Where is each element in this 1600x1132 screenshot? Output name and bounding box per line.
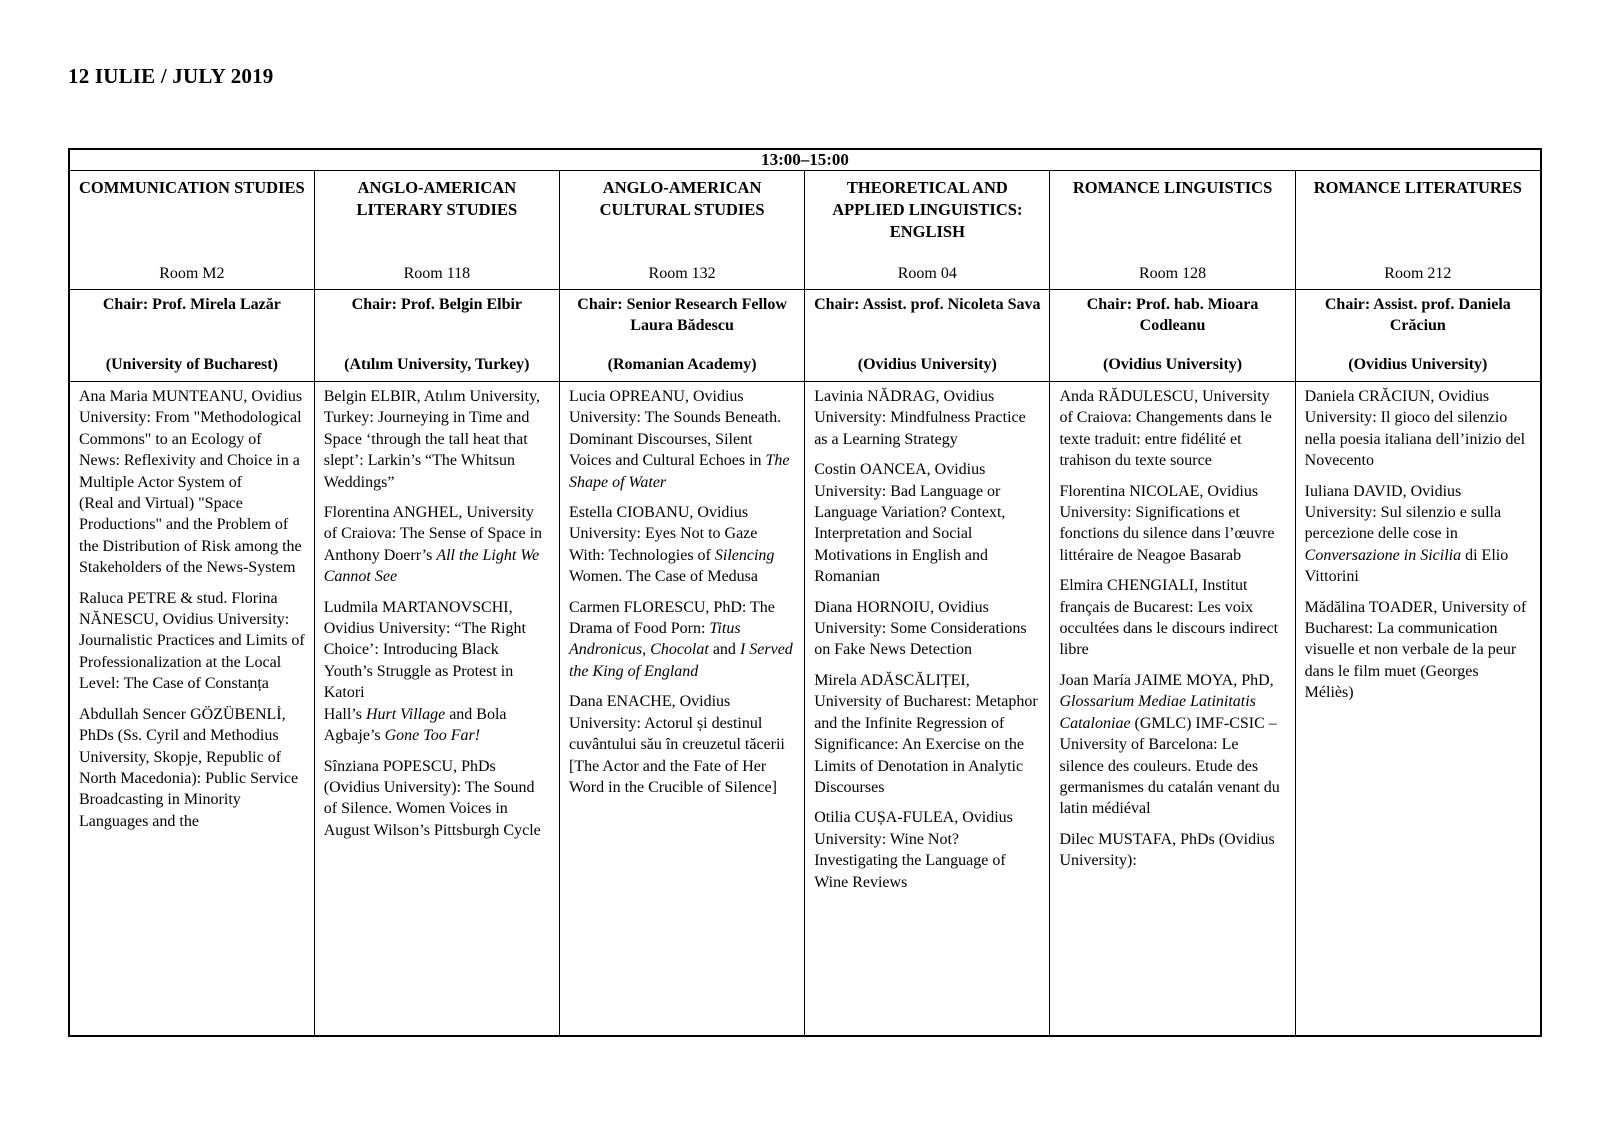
paper-entry: Otilia CUȘA-FULEA, Ovidius University: W… xyxy=(814,809,1017,891)
paper-entry: Belgin ELBIR, Atılım University, Turkey:… xyxy=(323,388,544,491)
schedule-table: 13:00–15:00 COMMUNICATION STUDIES Room M… xyxy=(68,148,1542,1037)
chair-name: Chair: Senior Research Fellow Laura Băde… xyxy=(577,296,787,334)
session-title: ROMANCE LITERATURES xyxy=(1313,178,1522,197)
chair-name: Chair: Prof. Mirela Lazăr xyxy=(102,296,281,313)
paper-entry: Raluca PETRE & stud. Florina NĂNESCU, Ov… xyxy=(79,589,309,693)
room-label: Room 132 xyxy=(648,265,716,282)
room-label: Room M2 xyxy=(159,265,225,282)
time-row: 13:00–15:00 xyxy=(68,148,1542,171)
chair-affiliation: (University of Bucharest) xyxy=(105,356,278,374)
session-header-applied-linguistics: THEORETICAL AND APPLIED LINGUISTICS: ENG… xyxy=(804,170,1051,290)
papers-list: Anda RĂDULESCU, University of Craiova: C… xyxy=(1050,382,1294,1035)
paper-entry: Iuliana DAVID, Ovidius University: Sul s… xyxy=(1304,482,1512,586)
chair-affiliation: (Ovidius University) xyxy=(1348,356,1488,374)
chair-cell: Chair: Prof. hab. Mioara Codleanu (Ovidi… xyxy=(1049,289,1296,382)
chair-cell: Chair: Assist. prof. Daniela Crăciun (Ov… xyxy=(1294,289,1542,382)
session-header-communication-studies: COMMUNICATION STUDIES Room M2 xyxy=(68,170,315,290)
paper-entry: Mirela ADĂSCĂLIȚEI, University of Buchar… xyxy=(814,671,1042,796)
paper-entry: Dana ENACHE, Ovidius University: Actorul… xyxy=(568,693,789,796)
paper-entry: Lavinia NĂDRAG, Ovidius University: Mind… xyxy=(814,388,1030,448)
chair-cell: Chair: Senior Research Fellow Laura Băde… xyxy=(558,289,806,382)
paper-entry: Mădălina TOADER, University of Bucharest… xyxy=(1304,598,1531,702)
chair-name: Chair: Assist. prof. Nicoleta Sava xyxy=(814,296,1041,313)
chair-cell: Chair: Prof. Mirela Lazăr (University of… xyxy=(68,289,315,382)
chair-name: Chair: Prof. Belgin Elbir xyxy=(351,296,523,313)
chair-affiliation: (Atılım University, Turkey) xyxy=(344,356,530,374)
paper-entry: Anda RĂDULESCU, University of Craiova: C… xyxy=(1059,388,1276,470)
room-label: Room 118 xyxy=(403,265,471,282)
paper-entry: Ludmila MARTANOVSCHI, Ovidius University… xyxy=(323,598,526,745)
chair-cell: Chair: Prof. Belgin Elbir (Atılım Univer… xyxy=(313,289,560,382)
session-title: THEORETICAL AND APPLIED LINGUISTICS: ENG… xyxy=(832,178,1023,241)
paper-entry: Sînziana POPESCU, PhDs (Ovidius Universi… xyxy=(323,757,541,839)
session-header-anglo-american-literary: ANGLO-AMERICAN LITERARY STUDIES Room 118 xyxy=(313,170,560,290)
room-label: Room 128 xyxy=(1138,265,1207,282)
session-header-row: COMMUNICATION STUDIES Room M2 ANGLO-AMER… xyxy=(68,170,1542,290)
paper-entry: Florentina ANGHEL, University of Craiova… xyxy=(323,504,546,586)
paper-entry: Costin OANCEA, Ovidius University: Bad L… xyxy=(814,461,1010,586)
session-header-romance-literatures: ROMANCE LITERATURES Room 212 xyxy=(1294,170,1542,290)
paper-entry: Diana HORNOIU, Ovidius University: Some … xyxy=(814,598,1031,659)
paper-entry: Dilec MUSTAFA, PhDs (Ovidius University)… xyxy=(1059,830,1279,870)
papers-list: Lucia OPREANU, Ovidius University: The S… xyxy=(560,382,804,1035)
room-label: Room 04 xyxy=(897,265,957,282)
paper-entry: Daniela CRĂCIUN, Ovidius University: Il … xyxy=(1304,388,1530,470)
paper-entry: Joan María JAIME MOYA, PhD, Glossarium M… xyxy=(1059,671,1284,818)
session-title: ANGLO-AMERICAN LITERARY STUDIES xyxy=(356,178,518,219)
chair-name: Chair: Assist. prof. Daniela Crăciun xyxy=(1324,296,1511,334)
chair-affiliation: (Romanian Academy) xyxy=(607,356,757,374)
chair-affiliation: (Ovidius University) xyxy=(1102,356,1243,374)
papers-cell: Belgin ELBIR, Atılım University, Turkey:… xyxy=(313,381,560,1037)
room-label: Room 212 xyxy=(1384,265,1452,282)
chair-row: Chair: Prof. Mirela Lazăr (University of… xyxy=(68,289,1542,382)
time-slot: 13:00–15:00 xyxy=(68,148,1542,171)
papers-cell: Lavinia NĂDRAG, Ovidius University: Mind… xyxy=(804,381,1051,1037)
papers-cell: Ana Maria MUNTEANU, Ovidius University: … xyxy=(68,381,315,1037)
papers-cell: Anda RĂDULESCU, University of Craiova: C… xyxy=(1049,381,1296,1037)
papers-list: Daniela CRĂCIUN, Ovidius University: Il … xyxy=(1296,382,1540,1035)
session-title: ROMANCE LINGUISTICS xyxy=(1072,178,1273,197)
paper-entry: Florentina NICOLAE, Ovidius University: … xyxy=(1059,482,1279,564)
session-title: ANGLO-AMERICAN CULTURAL STUDIES xyxy=(599,178,765,219)
papers-cell: Daniela CRĂCIUN, Ovidius University: Il … xyxy=(1294,381,1542,1037)
session-title: COMMUNICATION STUDIES xyxy=(79,178,305,197)
papers-cell: Lucia OPREANU, Ovidius University: The S… xyxy=(558,381,806,1037)
session-header-anglo-american-cultural: ANGLO-AMERICAN CULTURAL STUDIES Room 132 xyxy=(558,170,806,290)
session-header-romance-linguistics: ROMANCE LINGUISTICS Room 128 xyxy=(1049,170,1296,290)
papers-list: Lavinia NĂDRAG, Ovidius University: Mind… xyxy=(805,382,1049,1035)
chair-name: Chair: Prof. hab. Mioara Codleanu xyxy=(1086,296,1259,334)
page-title: 12 IULIE / JULY 2019 xyxy=(68,64,274,88)
paper-entry: Carmen FLORESCU, PhD: The Drama of Food … xyxy=(568,598,797,680)
papers-list: Belgin ELBIR, Atılım University, Turkey:… xyxy=(315,382,559,1035)
paper-entry: Lucia OPREANU, Ovidius University: The S… xyxy=(568,388,794,491)
chair-affiliation: (Ovidius University) xyxy=(857,356,997,374)
paper-entry: Abdullah Sencer GÖZÜBENLİ, PhDs (Ss. Cyr… xyxy=(79,705,303,830)
chair-cell: Chair: Assist. prof. Nicoleta Sava (Ovid… xyxy=(804,289,1051,382)
paper-entry: Elmira CHENGIALI, Institut français de B… xyxy=(1059,577,1283,659)
papers-row: Ana Maria MUNTEANU, Ovidius University: … xyxy=(68,381,1542,1037)
papers-list: Ana Maria MUNTEANU, Ovidius University: … xyxy=(70,382,314,1035)
paper-entry: Ana Maria MUNTEANU, Ovidius University: … xyxy=(79,388,303,577)
paper-entry: Estella CIOBANU, Ovidius University: Eye… xyxy=(568,504,779,586)
